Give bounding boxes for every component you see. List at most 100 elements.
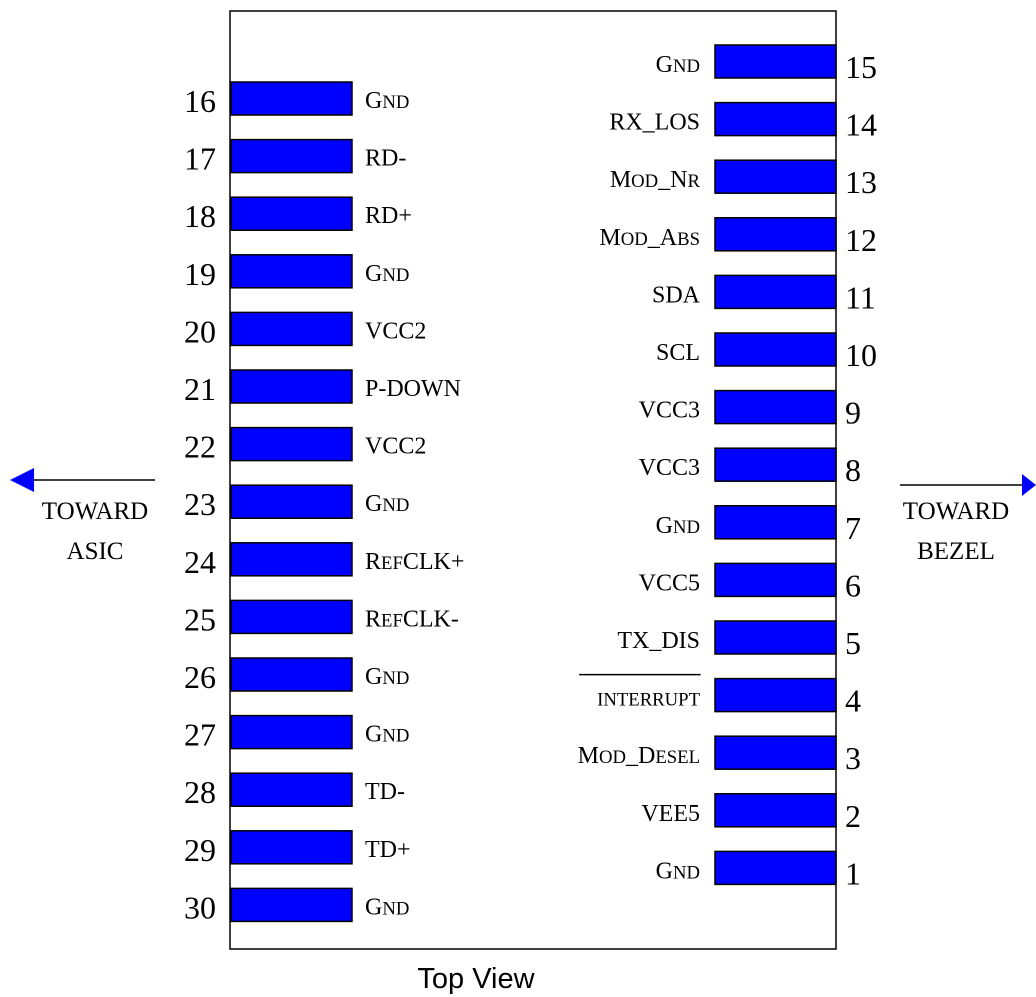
right-pin-label-3: MOD_DESEL (578, 743, 700, 769)
right-pin-label-6: VCC5 (639, 570, 700, 596)
right-pin-pad-4 (714, 677, 837, 713)
right-pin-pad-10 (714, 332, 837, 367)
left-pin-number-24: 24 (184, 544, 216, 580)
left-pin-label-24: REFCLK+ (365, 549, 464, 575)
left-pin-number-25: 25 (184, 601, 216, 637)
right-pin-pad-11 (714, 274, 837, 310)
left-pin-label-19: GND (365, 261, 409, 287)
left-pin-pad-20 (230, 311, 353, 347)
left-pin-pad-21 (230, 369, 353, 404)
left-arrowhead-icon (10, 468, 34, 492)
right-pin-label-11: SDA (652, 282, 701, 308)
toward-bezel-arrow (900, 474, 1036, 496)
right-pin-number-6: 6 (845, 567, 861, 603)
left-pin-number-28: 28 (184, 774, 216, 810)
left-pin-label-21: P-DOWN (365, 376, 461, 402)
diagram-caption: Top View (417, 963, 535, 995)
right-pin-label-4: INTERRUPT (597, 690, 700, 711)
right-pin-number-14: 14 (845, 107, 877, 143)
right-pin-pad-15 (714, 44, 837, 79)
left-pin-pad-18 (230, 196, 353, 231)
left-pin-label-27: GND (365, 722, 409, 748)
left-pin-number-16: 16 (184, 83, 216, 119)
left-pin-number-18: 18 (184, 198, 216, 234)
toward-bezel-label-line2: BEZEL (917, 538, 995, 565)
toward-asic-label-line1: TOWARD (42, 498, 148, 525)
right-pin-number-2: 2 (845, 798, 861, 834)
right-pin-number-7: 7 (845, 510, 861, 546)
left-pin-label-29: TD+ (365, 837, 411, 863)
right-pin-number-15: 15 (845, 49, 877, 85)
right-pin-pad-9 (714, 389, 837, 425)
left-pin-pad-30 (230, 887, 353, 923)
left-pin-label-28: TD- (365, 779, 405, 805)
right-pin-number-5: 5 (845, 625, 861, 661)
right-pin-number-4: 4 (845, 683, 861, 719)
right-pin-number-9: 9 (845, 395, 861, 431)
left-pin-number-27: 27 (184, 717, 216, 753)
right-pin-pad-13 (714, 159, 837, 194)
left-pin-pad-19 (230, 254, 353, 289)
left-pin-label-20: VCC2 (365, 318, 426, 344)
right-pin-label-13: MOD_NR (610, 167, 701, 193)
left-pin-number-19: 19 (184, 256, 216, 292)
left-pin-number-29: 29 (184, 832, 216, 868)
left-pin-row: 16 GND 17 RD- 18 RD+ 19 GND 20 VCC2 21 P-DOWN 22 VCC2… (184, 81, 464, 925)
left-pin-pad-22 (230, 426, 353, 462)
right-pin-row: 15GND14RX_LOS13MOD_NR12MOD_ABS11SDA10SCL… (578, 44, 877, 891)
left-pin-number-21: 21 (184, 371, 216, 407)
left-pin-pad-24 (230, 542, 353, 577)
left-pin-number-20: 20 (184, 313, 216, 349)
left-pin-number-17: 17 (184, 141, 216, 177)
right-pin-pad-7 (714, 505, 837, 540)
left-pin-pad-28 (230, 772, 353, 807)
right-pin-label-7: GND (656, 513, 700, 539)
right-pin-pad-5 (714, 620, 837, 655)
left-pin-pad-29 (230, 830, 353, 865)
left-pin-label-18: RD+ (365, 203, 412, 229)
left-pin-label-25: REFCLK- (365, 606, 459, 632)
right-pin-number-3: 3 (845, 740, 861, 776)
left-pin-label-23: GND (365, 491, 409, 517)
toward-bezel-label-line1: TOWARD (903, 498, 1009, 525)
right-pin-label-1: GND (656, 858, 700, 884)
right-pin-label-2: VEE5 (641, 801, 700, 827)
left-pin-number-26: 26 (184, 659, 216, 695)
left-pin-pad-16 (230, 81, 353, 116)
toward-asic-label-line2: ASIC (67, 538, 124, 565)
right-pin-number-11: 11 (845, 279, 876, 315)
left-pin-label-17: RD- (365, 146, 406, 172)
right-pin-pad-12 (714, 217, 837, 252)
right-pin-label-5: TX_DIS (617, 628, 700, 654)
left-pin-number-23: 23 (184, 486, 216, 522)
left-pin-label-30: GND (365, 894, 409, 920)
right-pin-number-1: 1 (845, 855, 861, 891)
toward-asic-arrow (10, 468, 155, 492)
right-pin-number-8: 8 (845, 452, 861, 488)
right-pin-label-15: GND (656, 52, 700, 78)
right-pin-label-10: SCL (656, 340, 700, 366)
left-pin-pad-17 (230, 138, 353, 174)
right-pin-pad-2 (714, 793, 837, 828)
right-pin-number-13: 13 (845, 164, 877, 200)
right-pin-number-10: 10 (845, 337, 877, 373)
right-pin-pad-6 (714, 562, 837, 598)
left-pin-label-16: GND (365, 88, 409, 114)
left-pin-number-22: 22 (184, 429, 216, 465)
left-pin-pad-23 (230, 484, 353, 519)
left-pin-number-30: 30 (184, 889, 216, 925)
right-pin-pad-3 (714, 735, 837, 770)
right-pin-pad-8 (714, 447, 837, 482)
right-pin-pad-1 (714, 850, 837, 886)
right-arrowhead-icon (1022, 474, 1036, 496)
right-pin-label-14: RX_LOS (609, 110, 700, 136)
left-pin-pad-27 (230, 714, 353, 750)
left-pin-pad-26 (230, 657, 353, 692)
right-pin-label-9: VCC3 (639, 398, 700, 424)
left-pin-label-22: VCC2 (365, 434, 426, 460)
right-pin-number-12: 12 (845, 222, 877, 258)
right-pin-label-8: VCC3 (639, 455, 700, 481)
left-pin-label-26: GND (365, 664, 409, 690)
left-pin-pad-25 (230, 599, 353, 635)
